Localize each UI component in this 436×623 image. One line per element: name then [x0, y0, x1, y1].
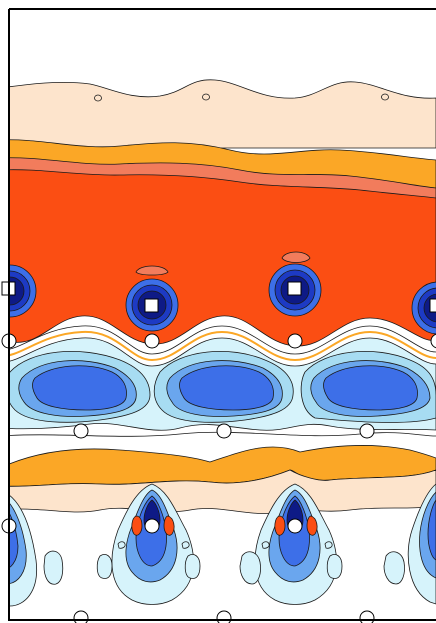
small-upper-loops [94, 93, 389, 102]
small-island-contours [43, 541, 405, 585]
circle-marker [287, 518, 303, 534]
circle-marker [216, 423, 232, 439]
circle-marker [73, 610, 89, 623]
square-marker [144, 298, 159, 313]
circle-marker [73, 423, 89, 439]
lower-atom-feature-right [407, 483, 436, 605]
contour-line-wave-1 [9, 325, 436, 355]
red-orange-region [9, 169, 436, 347]
circle-marker [359, 423, 375, 439]
contour-field [9, 79, 436, 607]
contour-line-wave-2 [9, 330, 436, 362]
circle-marker [430, 333, 436, 349]
square-marker [287, 281, 302, 296]
circle-marker [216, 610, 232, 623]
circle-marker [144, 333, 160, 349]
circle-marker [359, 610, 375, 623]
circle-marker [287, 333, 303, 349]
circle-marker [144, 518, 160, 534]
blue-inner-lobes [32, 365, 418, 411]
square-marker [429, 298, 436, 313]
circle-markers [1, 333, 436, 623]
pale-peach-upper-band [9, 79, 436, 149]
lower-atom-feature-middle-2 [254, 483, 337, 605]
plot-frame [8, 8, 436, 621]
